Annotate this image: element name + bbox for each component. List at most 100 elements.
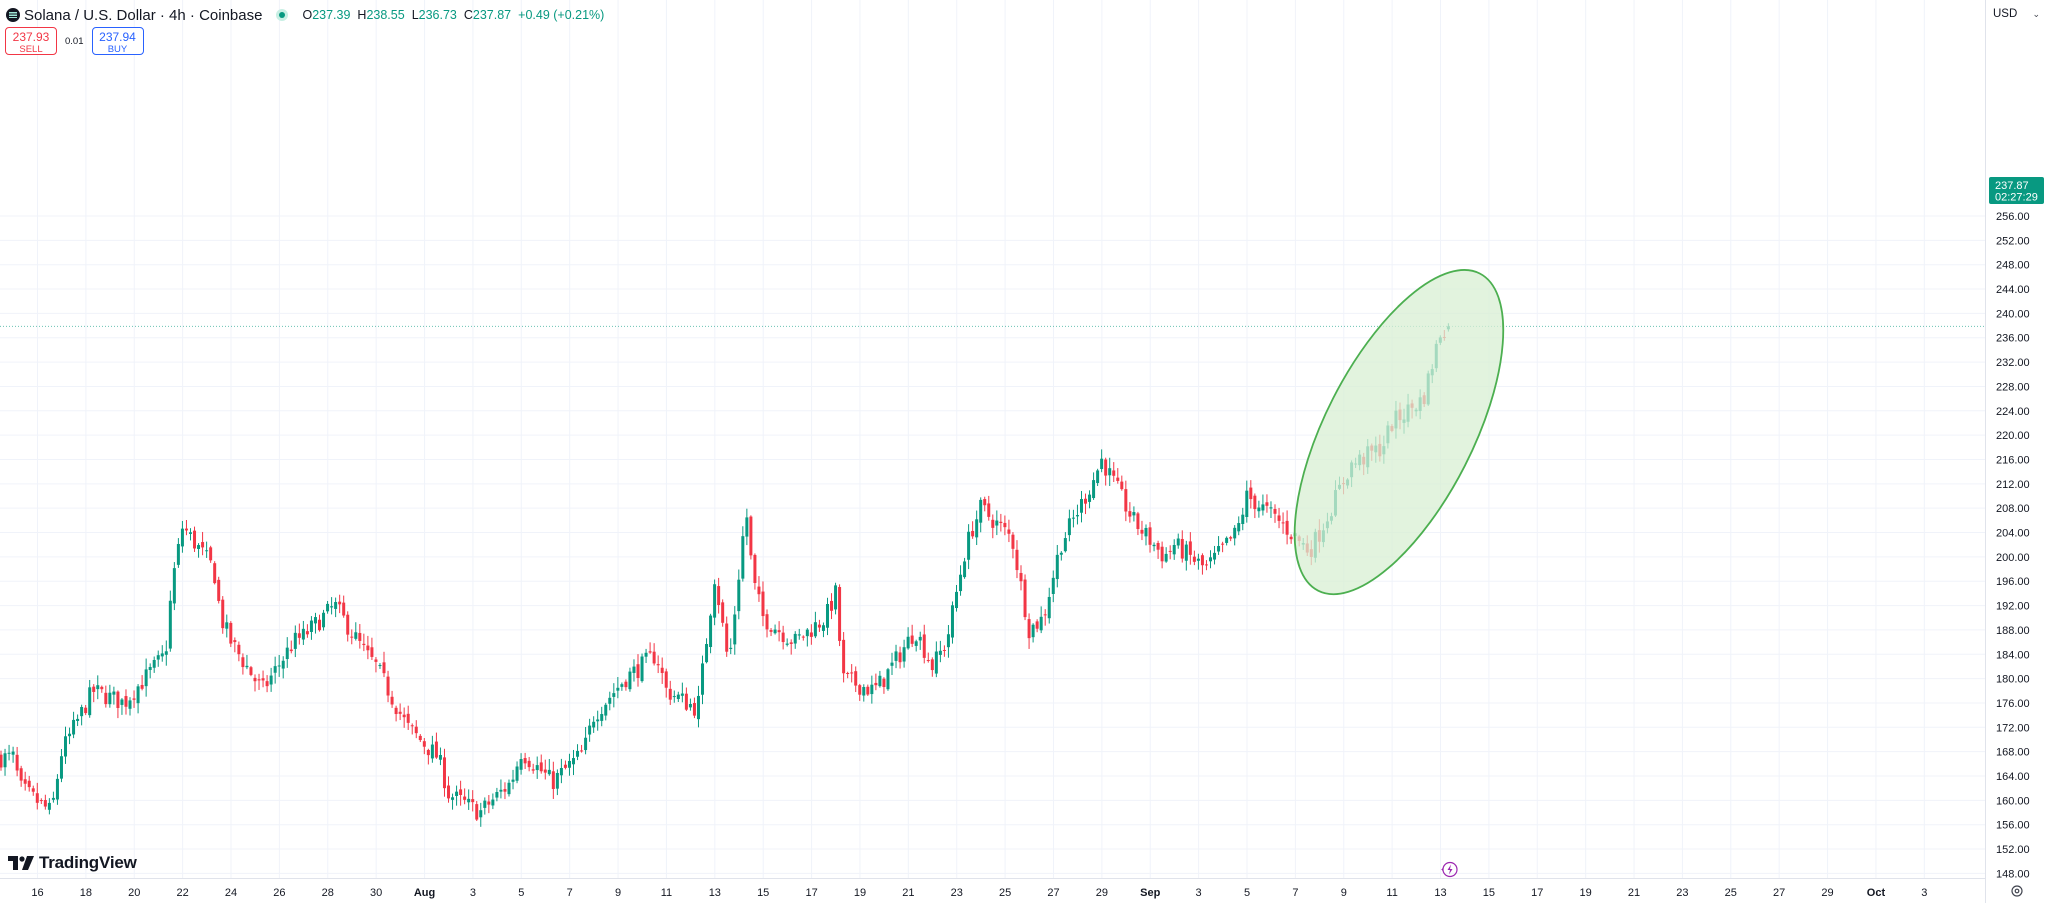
ohlc-values: O237.39 H238.55 L236.73 C237.87 +0.49 (+…	[302, 8, 604, 22]
candle	[717, 577, 721, 614]
candle	[741, 526, 745, 582]
candle	[499, 779, 503, 799]
candle-body	[225, 622, 229, 629]
time-tick-label: 22	[177, 887, 189, 899]
candle-body	[1241, 514, 1245, 525]
candle-body	[112, 691, 116, 695]
candle-body	[382, 662, 386, 674]
candle-body	[116, 691, 120, 708]
candle	[781, 625, 785, 650]
candle-body	[217, 579, 221, 601]
candle-body	[1180, 538, 1184, 559]
candle-body	[930, 659, 934, 671]
candle	[1079, 490, 1083, 523]
candle-body	[1084, 498, 1088, 504]
candle	[43, 794, 47, 810]
candle	[1047, 587, 1051, 624]
candle-body	[301, 628, 305, 640]
candle	[301, 620, 305, 645]
candle	[979, 497, 983, 533]
candle-body	[672, 696, 676, 698]
candle-body	[1116, 477, 1120, 481]
candle	[559, 758, 563, 784]
candle-body	[906, 636, 910, 649]
candle	[1027, 613, 1031, 649]
last-price-badge-bg	[1989, 177, 2044, 204]
candle-body	[1128, 511, 1132, 517]
candle	[88, 679, 92, 718]
candle	[664, 668, 668, 698]
candle	[451, 793, 455, 810]
candle-body	[866, 686, 870, 695]
candle-body	[398, 711, 402, 714]
sell-button[interactable]: 237.93 SELL	[5, 27, 57, 55]
candle	[0, 750, 3, 771]
candle	[551, 761, 555, 799]
candle	[148, 663, 152, 679]
candle-body	[334, 602, 338, 609]
candle	[479, 802, 483, 827]
candle	[382, 651, 386, 678]
price-tick-label: 244.00	[1996, 284, 2030, 296]
candle	[713, 579, 717, 626]
candle-body	[390, 696, 394, 705]
candle-body	[632, 666, 636, 673]
time-axis[interactable]: 16 18 20 22 24 26 28 30 Aug 3 5 7 9 11 13 15 17 19 21 23 25 2…	[0, 878, 1985, 900]
candle-body	[1245, 490, 1249, 518]
candle	[523, 752, 527, 770]
time-tick-label: 16	[31, 887, 43, 899]
tradingview-logo[interactable]: TradingView	[8, 853, 137, 873]
currency-selector[interactable]: USD ⌄	[1989, 4, 2045, 24]
candle-body	[612, 693, 616, 697]
highlight-ellipse[interactable]	[1252, 240, 1545, 624]
candle	[950, 601, 954, 644]
candle-body	[717, 586, 721, 606]
candle-body	[193, 530, 197, 549]
candle	[3, 748, 7, 776]
time-tick-label: 3	[470, 887, 476, 899]
candle	[1285, 510, 1289, 545]
candle	[854, 666, 858, 693]
candle-body	[1156, 542, 1160, 550]
candle	[886, 667, 890, 691]
candle-body	[100, 686, 104, 690]
candle	[1043, 609, 1047, 626]
symbol-title[interactable]: Solana / U.S. Dollar · 4h · Coinbase	[24, 6, 263, 24]
time-tick-label: 13	[709, 887, 721, 899]
gear-icon[interactable]	[2010, 884, 2024, 898]
candle-body	[926, 660, 930, 662]
candle-body	[362, 643, 366, 646]
candle-body	[144, 669, 148, 687]
candle-body	[588, 725, 592, 735]
candle	[455, 785, 459, 806]
price-tick-label: 160.00	[1996, 795, 2030, 807]
candle-body	[830, 600, 834, 611]
market-open-dot-icon[interactable]	[276, 9, 289, 21]
candle-body	[636, 664, 640, 678]
candle	[495, 787, 499, 802]
time-tick-label: 25	[999, 887, 1011, 899]
candle-body	[753, 554, 757, 584]
candle-body	[1289, 536, 1293, 540]
candle	[918, 631, 922, 650]
candle-body	[293, 632, 297, 649]
candle	[1063, 532, 1067, 553]
candle	[1152, 542, 1156, 552]
lightning-icon[interactable]	[1441, 861, 1458, 878]
candle	[519, 753, 523, 775]
candle	[72, 711, 76, 739]
candle	[721, 599, 725, 627]
price-axis[interactable]: 148.00 152.00 156.00 160.00 164.00 168.00 172.…	[1985, 0, 2030, 903]
candle-body	[1277, 515, 1281, 521]
candle	[362, 633, 366, 652]
candle	[773, 624, 777, 635]
candle	[1196, 553, 1200, 570]
buy-button[interactable]: 237.94 BUY	[91, 27, 144, 55]
candle	[656, 655, 660, 674]
candle	[305, 624, 309, 638]
candle	[1112, 462, 1116, 483]
solana-logo-icon	[6, 8, 20, 22]
candle	[1051, 570, 1055, 603]
ohlc-key: C	[463, 8, 473, 22]
